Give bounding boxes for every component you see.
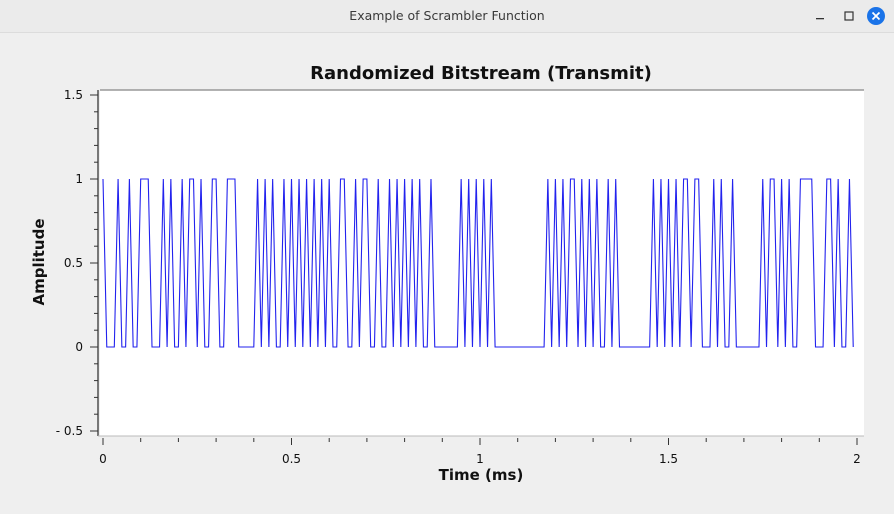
axis-ticks bbox=[90, 89, 864, 445]
maximize-button[interactable] bbox=[839, 6, 859, 26]
x-axis-title: Time (ms) bbox=[439, 466, 524, 484]
y-tick-label: 1 bbox=[75, 172, 83, 186]
y-tick-label: 1.5 bbox=[64, 88, 83, 102]
axis-tick-labels: - 0.5 0 0.5 1 1.5 0 0.5 1 1.5 2 bbox=[56, 88, 861, 466]
x-tick-label: 2 bbox=[853, 452, 861, 466]
close-button[interactable] bbox=[867, 7, 885, 25]
x-tick-label: 0.5 bbox=[282, 452, 301, 466]
x-tick-label: 0 bbox=[99, 452, 107, 466]
minimize-button[interactable] bbox=[810, 6, 830, 26]
y-tick-label: 0 bbox=[75, 340, 83, 354]
window-titlebar[interactable]: Example of Scrambler Function bbox=[0, 0, 894, 33]
chart-svg: Randomized Bitstream (Transmit) - 0.5 0 0.… bbox=[30, 63, 864, 484]
maximize-icon bbox=[844, 11, 854, 21]
minimize-icon bbox=[816, 18, 824, 20]
y-tick-label: 0.5 bbox=[64, 256, 83, 270]
series-line bbox=[102, 178, 854, 348]
window-title: Example of Scrambler Function bbox=[349, 8, 545, 23]
chart-title: Randomized Bitstream (Transmit) bbox=[310, 63, 652, 84]
plot-area[interactable]: Randomized Bitstream (Transmit) - 0.5 0 0.… bbox=[0, 33, 894, 514]
x-tick-label: 1.5 bbox=[659, 452, 678, 466]
y-tick-label: - 0.5 bbox=[56, 424, 83, 438]
y-axis-title: Amplitude bbox=[30, 218, 48, 305]
x-tick-label: 1 bbox=[476, 452, 484, 466]
close-icon bbox=[871, 11, 881, 21]
